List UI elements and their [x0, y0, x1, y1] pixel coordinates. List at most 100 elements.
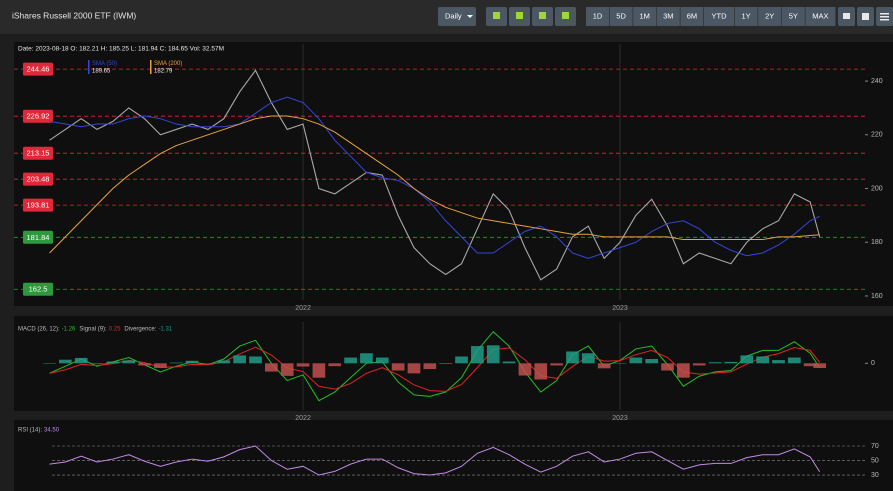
divergence-bar — [645, 358, 659, 364]
divergence-bar — [724, 361, 738, 364]
y-tick-label: 200 — [871, 185, 883, 192]
range-label[interactable]: MAX — [812, 11, 828, 20]
range-button[interactable] — [633, 7, 657, 26]
range-label[interactable]: 3M — [663, 11, 673, 20]
range-button[interactable] — [586, 7, 609, 26]
level-label: 181.84 — [27, 233, 50, 242]
legend-name: SMA (50) — [92, 61, 117, 67]
divergence-bar — [597, 363, 611, 369]
divergence-bar — [391, 363, 405, 371]
divergence-bar — [138, 363, 151, 366]
chart-type-buttons — [486, 7, 576, 26]
divergence-bar — [661, 363, 674, 371]
range-label[interactable]: 5D — [616, 11, 626, 20]
interval-dropdown[interactable]: Daily — [438, 7, 476, 26]
level-label: 203.48 — [27, 175, 50, 184]
divergence-bar — [439, 363, 453, 365]
level-badge — [23, 109, 53, 123]
divergence-bar — [375, 357, 389, 364]
divergence-bar — [43, 363, 56, 364]
tool-icons — [838, 7, 893, 26]
divergence-bar — [296, 363, 310, 367]
divergence-bar — [550, 363, 563, 366]
series-line — [49, 445, 821, 476]
divergence-bar — [265, 363, 278, 372]
legend-name: RSI (14): — [18, 428, 42, 434]
divergence-bar — [249, 356, 262, 364]
dropdown-bg[interactable] — [438, 7, 476, 26]
divergence-bar — [486, 345, 500, 364]
legend-name: SMA (200) — [154, 61, 182, 67]
divergence-bar — [518, 363, 532, 376]
page-title: iShares Russell 2000 ETF (IWM) — [12, 10, 136, 20]
divergence-bar — [201, 363, 215, 364]
interval-label[interactable]: Daily — [445, 11, 462, 20]
divergence-bar — [692, 363, 706, 366]
divergence-bar — [74, 357, 88, 364]
y-tick-label: 160 — [871, 293, 883, 300]
x-tick-label: 2023 — [612, 305, 628, 312]
range-label[interactable]: 5Y — [789, 11, 798, 20]
divergence-bar — [59, 359, 72, 364]
level-badge — [23, 282, 53, 296]
divergence-bar — [581, 353, 595, 364]
range-button[interactable] — [758, 7, 782, 26]
divergence-bar — [312, 363, 326, 378]
range-button[interactable] — [704, 7, 734, 26]
divergence-bar — [328, 363, 342, 367]
divergence-bar — [280, 363, 294, 376]
range-label[interactable]: 6M — [687, 11, 697, 20]
quote-info: Date: 2023-08-18 O: 182.21 H: 185.25 L: … — [18, 46, 224, 53]
level-label: 226.92 — [27, 112, 50, 121]
legend-swatch — [150, 60, 152, 74]
range-label[interactable]: 1Y — [742, 11, 751, 20]
legend-name: Signal (9): — [79, 327, 107, 333]
range-label[interactable]: 1M — [639, 11, 649, 20]
series-line — [49, 69, 821, 281]
y-tick-label: 220 — [871, 132, 883, 139]
level-label: 244.46 — [27, 65, 50, 74]
price-panel — [14, 42, 893, 306]
x-tick-label: 2022 — [295, 305, 311, 312]
legend-swatch — [88, 60, 90, 74]
y-tick-label: 50 — [871, 457, 879, 464]
divergence-bar — [772, 360, 785, 364]
legend-value: 0.25 — [109, 327, 121, 333]
divergence-bar — [423, 363, 437, 370]
rsi-panel — [14, 420, 893, 491]
divergence-bar — [455, 356, 468, 364]
y-tick-label: 0 — [871, 360, 875, 367]
range-label[interactable]: 2Y — [765, 11, 774, 20]
divergence-bar — [708, 362, 722, 364]
range-button[interactable] — [781, 7, 805, 26]
divergence-bar — [217, 360, 231, 364]
divergence-bar — [534, 363, 548, 380]
divergence-bar — [677, 363, 690, 378]
x-tick-label: 2023 — [612, 415, 628, 422]
range-button[interactable] — [805, 7, 836, 26]
divergence-bar — [233, 355, 247, 364]
range-button[interactable] — [734, 7, 758, 26]
legend-name: Divergence: — [124, 327, 156, 333]
divergence-bar — [471, 346, 484, 364]
divergence-bar — [813, 363, 827, 369]
divergence-bar — [344, 357, 357, 364]
range-button[interactable] — [656, 7, 680, 26]
divergence-bar — [360, 353, 373, 364]
legend-name: MACD (26, 12): — [18, 327, 60, 333]
range-label[interactable]: 1D — [593, 11, 603, 20]
level-label: 213.15 — [27, 149, 50, 158]
divergence-bar — [169, 362, 183, 364]
divergence-bar — [122, 360, 136, 364]
series-line — [49, 115, 820, 254]
x-tick-label: 2022 — [295, 415, 311, 422]
range-buttons: 1D 5D 1M 3M 6M YTD 1Y 2Y 5Y MAX — [586, 7, 836, 26]
series-line — [49, 346, 821, 392]
range-button[interactable] — [609, 7, 633, 26]
range-label[interactable]: YTD — [712, 11, 728, 20]
level-badge — [23, 172, 53, 186]
range-button[interactable] — [680, 7, 704, 26]
legend-value: -1.31 — [158, 327, 172, 333]
level-label: 193.81 — [27, 201, 50, 210]
